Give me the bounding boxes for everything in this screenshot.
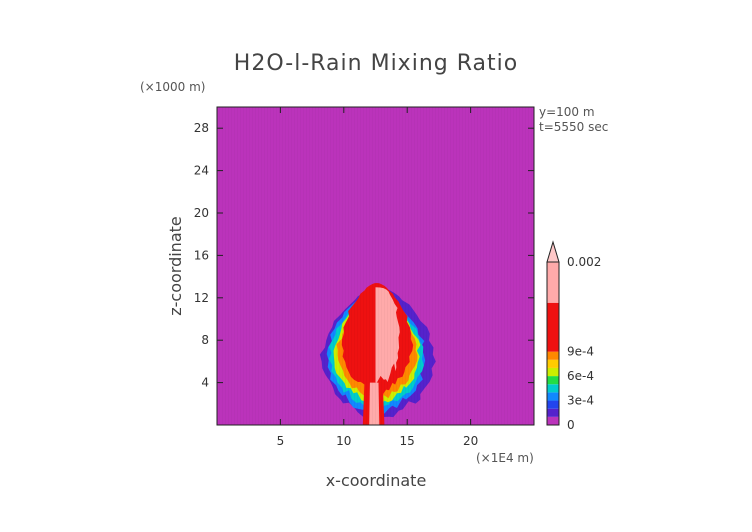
y-tick-label-4: 20	[194, 206, 209, 220]
y-axis-label: z-coordinate	[166, 216, 185, 316]
colorbar-level-3	[547, 392, 559, 401]
x-tick-label-0: 5	[277, 434, 285, 448]
y-unit-label: (×1000 m)	[140, 80, 205, 94]
colorbar-level-0	[547, 416, 559, 425]
colorbar-tick-label-0: 0	[567, 418, 575, 432]
colorbar-tick-label-4: 0.002	[567, 255, 601, 269]
colorbar-level-9	[547, 302, 559, 352]
texture-overlay	[217, 107, 534, 425]
chart-title: H2O-l-Rain Mixing Ratio	[234, 51, 518, 76]
y-tick-label-0: 4	[201, 376, 209, 390]
annotation-y: y=100 m	[539, 105, 595, 119]
x-tick-label-2: 15	[400, 434, 415, 448]
x-tick-label-3: 20	[463, 434, 478, 448]
colorbar-level-4	[547, 384, 559, 393]
colorbar-tick-label-3: 9e-4	[567, 345, 594, 359]
colorbar-frame	[546, 261, 560, 426]
y-axis-ticks: 4 8 12 16 20 24 28	[194, 121, 534, 390]
plot-frame	[216, 106, 535, 426]
plot-area	[216, 106, 535, 426]
colorbar-level-10	[547, 262, 559, 303]
colorbar: 0 3e-4 6e-4 9e-4 0.002	[546, 240, 601, 432]
y-tick-label-1: 8	[201, 333, 209, 347]
y-tick-label-2: 12	[194, 291, 209, 305]
annotation-t: t=5550 sec	[539, 120, 608, 134]
colorbar-tick-label-1: 3e-4	[567, 394, 594, 408]
x-tick-label-1: 10	[336, 434, 351, 448]
colorbar-level-2	[547, 400, 559, 409]
x-unit-label: (×1E4 m)	[476, 451, 534, 465]
colorbar-level-1	[547, 408, 559, 417]
y-tick-label-5: 24	[194, 164, 209, 178]
colorbar-extend-arrow	[546, 240, 560, 263]
y-tick-label-3: 16	[194, 248, 209, 262]
x-axis-ticks: 5 10 15 20	[277, 107, 478, 448]
colorbar-tick-label-2: 6e-4	[567, 369, 594, 383]
colorbar-level-5	[547, 376, 559, 385]
colorbar-level-8	[547, 351, 559, 360]
colorbar-level-6	[547, 367, 559, 377]
colorbar-level-7	[547, 359, 559, 368]
y-tick-label-6: 28	[194, 121, 209, 135]
x-axis-label: x-coordinate	[326, 471, 427, 490]
